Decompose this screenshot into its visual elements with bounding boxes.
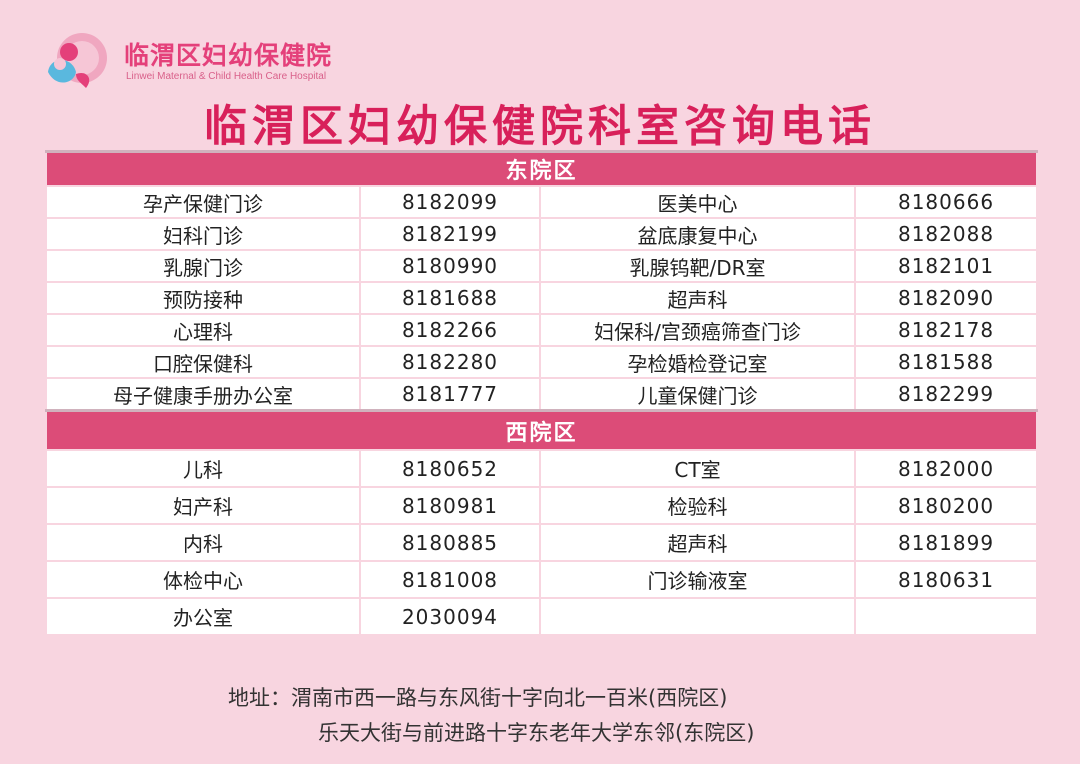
department-name: 内科 [45, 523, 361, 562]
department-name: 门诊输液室 [539, 560, 856, 599]
department-name: CT室 [539, 449, 856, 488]
phone-number: 8180666 [853, 185, 1039, 219]
department-name: 儿科 [45, 449, 361, 488]
phone-number: 8182266 [359, 313, 541, 347]
table-row: 心理科 8182266 妇保科/宫颈癌筛查门诊 8182178 [45, 313, 1039, 347]
department-name: 超声科 [539, 281, 856, 315]
table-row: 办公室 2030094 [45, 597, 1039, 636]
phone-table: 东院区 孕产保健门诊 8182099 医美中心 8180666 妇科门诊 818… [44, 150, 1039, 636]
phone-number: 8182000 [853, 449, 1039, 488]
phone-number: 8182090 [853, 281, 1039, 315]
department-name: 预防接种 [45, 281, 361, 315]
phone-number: 8182099 [359, 185, 541, 219]
department-name: 检验科 [539, 486, 856, 525]
phone-number: 8180200 [853, 486, 1039, 525]
address-line-2: 乐天大街与前进路十字东老年大学东邻(东院区) [318, 721, 755, 745]
phone-number: 8182199 [359, 217, 541, 251]
phone-number: 8182101 [853, 249, 1039, 283]
department-name: 妇科门诊 [45, 217, 361, 251]
table-row: 内科 8180885 超声科 8181899 [45, 523, 1039, 562]
section-label: 东院区 [44, 150, 1039, 187]
phone-number: 8182178 [853, 313, 1039, 347]
department-name: 办公室 [45, 597, 361, 636]
section-label: 西院区 [44, 409, 1039, 451]
empty-cell [539, 597, 856, 636]
department-name: 盆底康复中心 [539, 217, 856, 251]
department-name: 心理科 [45, 313, 361, 347]
table-row: 妇产科 8180981 检验科 8180200 [45, 486, 1039, 525]
phone-number: 8180631 [853, 560, 1039, 599]
phone-number: 8182280 [359, 345, 541, 379]
table-row: 母子健康手册办公室 8181777 儿童保健门诊 8182299 [45, 377, 1039, 412]
table-row: 体检中心 8181008 门诊输液室 8180631 [45, 560, 1039, 599]
phone-number: 8181008 [359, 560, 541, 599]
department-name: 妇产科 [45, 486, 361, 525]
address-line-1: 地址：渭南市西一路与东风街十字向北一百米(西院区) [228, 686, 728, 710]
department-name: 妇保科/宫颈癌筛查门诊 [539, 313, 856, 347]
department-name: 孕产保健门诊 [45, 185, 361, 219]
phone-number: 8181688 [359, 281, 541, 315]
phone-number: 8180990 [359, 249, 541, 283]
section-header-east: 东院区 [44, 150, 1039, 187]
phone-number: 8182299 [853, 377, 1039, 412]
department-name: 乳腺门诊 [45, 249, 361, 283]
department-name: 母子健康手册办公室 [45, 377, 361, 412]
logo-chinese-name: 临渭区妇幼保健院 [124, 41, 333, 70]
table-row: 乳腺门诊 8180990 乳腺钨靶/DR室 8182101 [45, 249, 1039, 283]
department-name: 孕检婚检登记室 [539, 345, 856, 379]
table-row: 儿科 8180652 CT室 8182000 [45, 449, 1039, 488]
section-header-west: 西院区 [44, 409, 1039, 451]
phone-number: 8180885 [359, 523, 541, 562]
logo-english-name: Linwei Maternal & Child Health Care Hosp… [126, 71, 327, 82]
phone-number: 2030094 [359, 597, 541, 636]
department-name: 口腔保健科 [45, 345, 361, 379]
department-name: 乳腺钨靶/DR室 [539, 249, 856, 283]
phone-number: 8180981 [359, 486, 541, 525]
department-name: 儿童保健门诊 [539, 377, 856, 412]
phone-number: 8182088 [853, 217, 1039, 251]
page-title: 临渭区妇幼保健院科室咨询电话 [204, 102, 876, 152]
empty-cell [853, 597, 1039, 636]
table-row: 妇科门诊 8182199 盆底康复中心 8182088 [45, 217, 1039, 251]
phone-number: 8181899 [853, 523, 1039, 562]
department-name: 超声科 [539, 523, 856, 562]
phone-number: 8181777 [359, 377, 541, 412]
department-name: 体检中心 [45, 560, 361, 599]
table-row: 孕产保健门诊 8182099 医美中心 8180666 [45, 185, 1039, 219]
department-name: 医美中心 [539, 185, 856, 219]
table-row: 预防接种 8181688 超声科 8182090 [45, 281, 1039, 315]
phone-number: 8180652 [359, 449, 541, 488]
hospital-logo [48, 33, 107, 88]
phone-number: 8181588 [853, 345, 1039, 379]
table-row: 口腔保健科 8182280 孕检婚检登记室 8181588 [45, 345, 1039, 379]
